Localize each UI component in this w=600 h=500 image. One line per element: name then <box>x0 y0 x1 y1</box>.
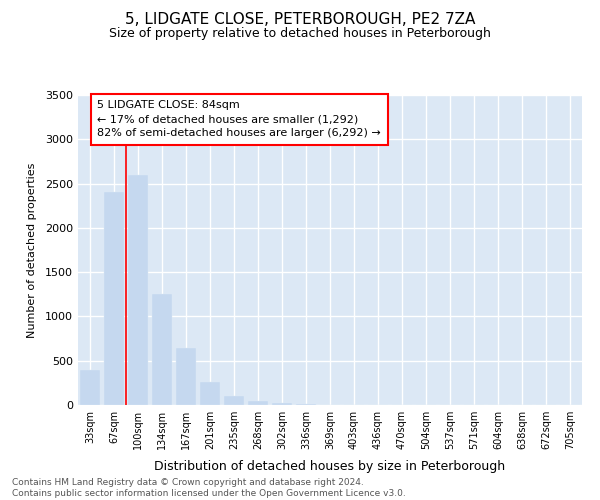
Bar <box>248 400 268 405</box>
Text: 5 LIDGATE CLOSE: 84sqm
← 17% of detached houses are smaller (1,292)
82% of semi-: 5 LIDGATE CLOSE: 84sqm ← 17% of detached… <box>97 100 381 138</box>
X-axis label: Distribution of detached houses by size in Peterborough: Distribution of detached houses by size … <box>154 460 506 473</box>
Bar <box>296 404 316 405</box>
Bar <box>152 294 172 405</box>
Bar <box>80 370 100 405</box>
Text: 5, LIDGATE CLOSE, PETERBOROUGH, PE2 7ZA: 5, LIDGATE CLOSE, PETERBOROUGH, PE2 7ZA <box>125 12 475 28</box>
Bar <box>104 192 124 405</box>
Text: Contains HM Land Registry data © Crown copyright and database right 2024.
Contai: Contains HM Land Registry data © Crown c… <box>12 478 406 498</box>
Y-axis label: Number of detached properties: Number of detached properties <box>26 162 37 338</box>
Bar <box>200 382 220 405</box>
Bar <box>176 348 196 405</box>
Bar <box>128 174 148 405</box>
Bar <box>224 396 244 405</box>
Bar <box>272 403 292 405</box>
Text: Size of property relative to detached houses in Peterborough: Size of property relative to detached ho… <box>109 28 491 40</box>
